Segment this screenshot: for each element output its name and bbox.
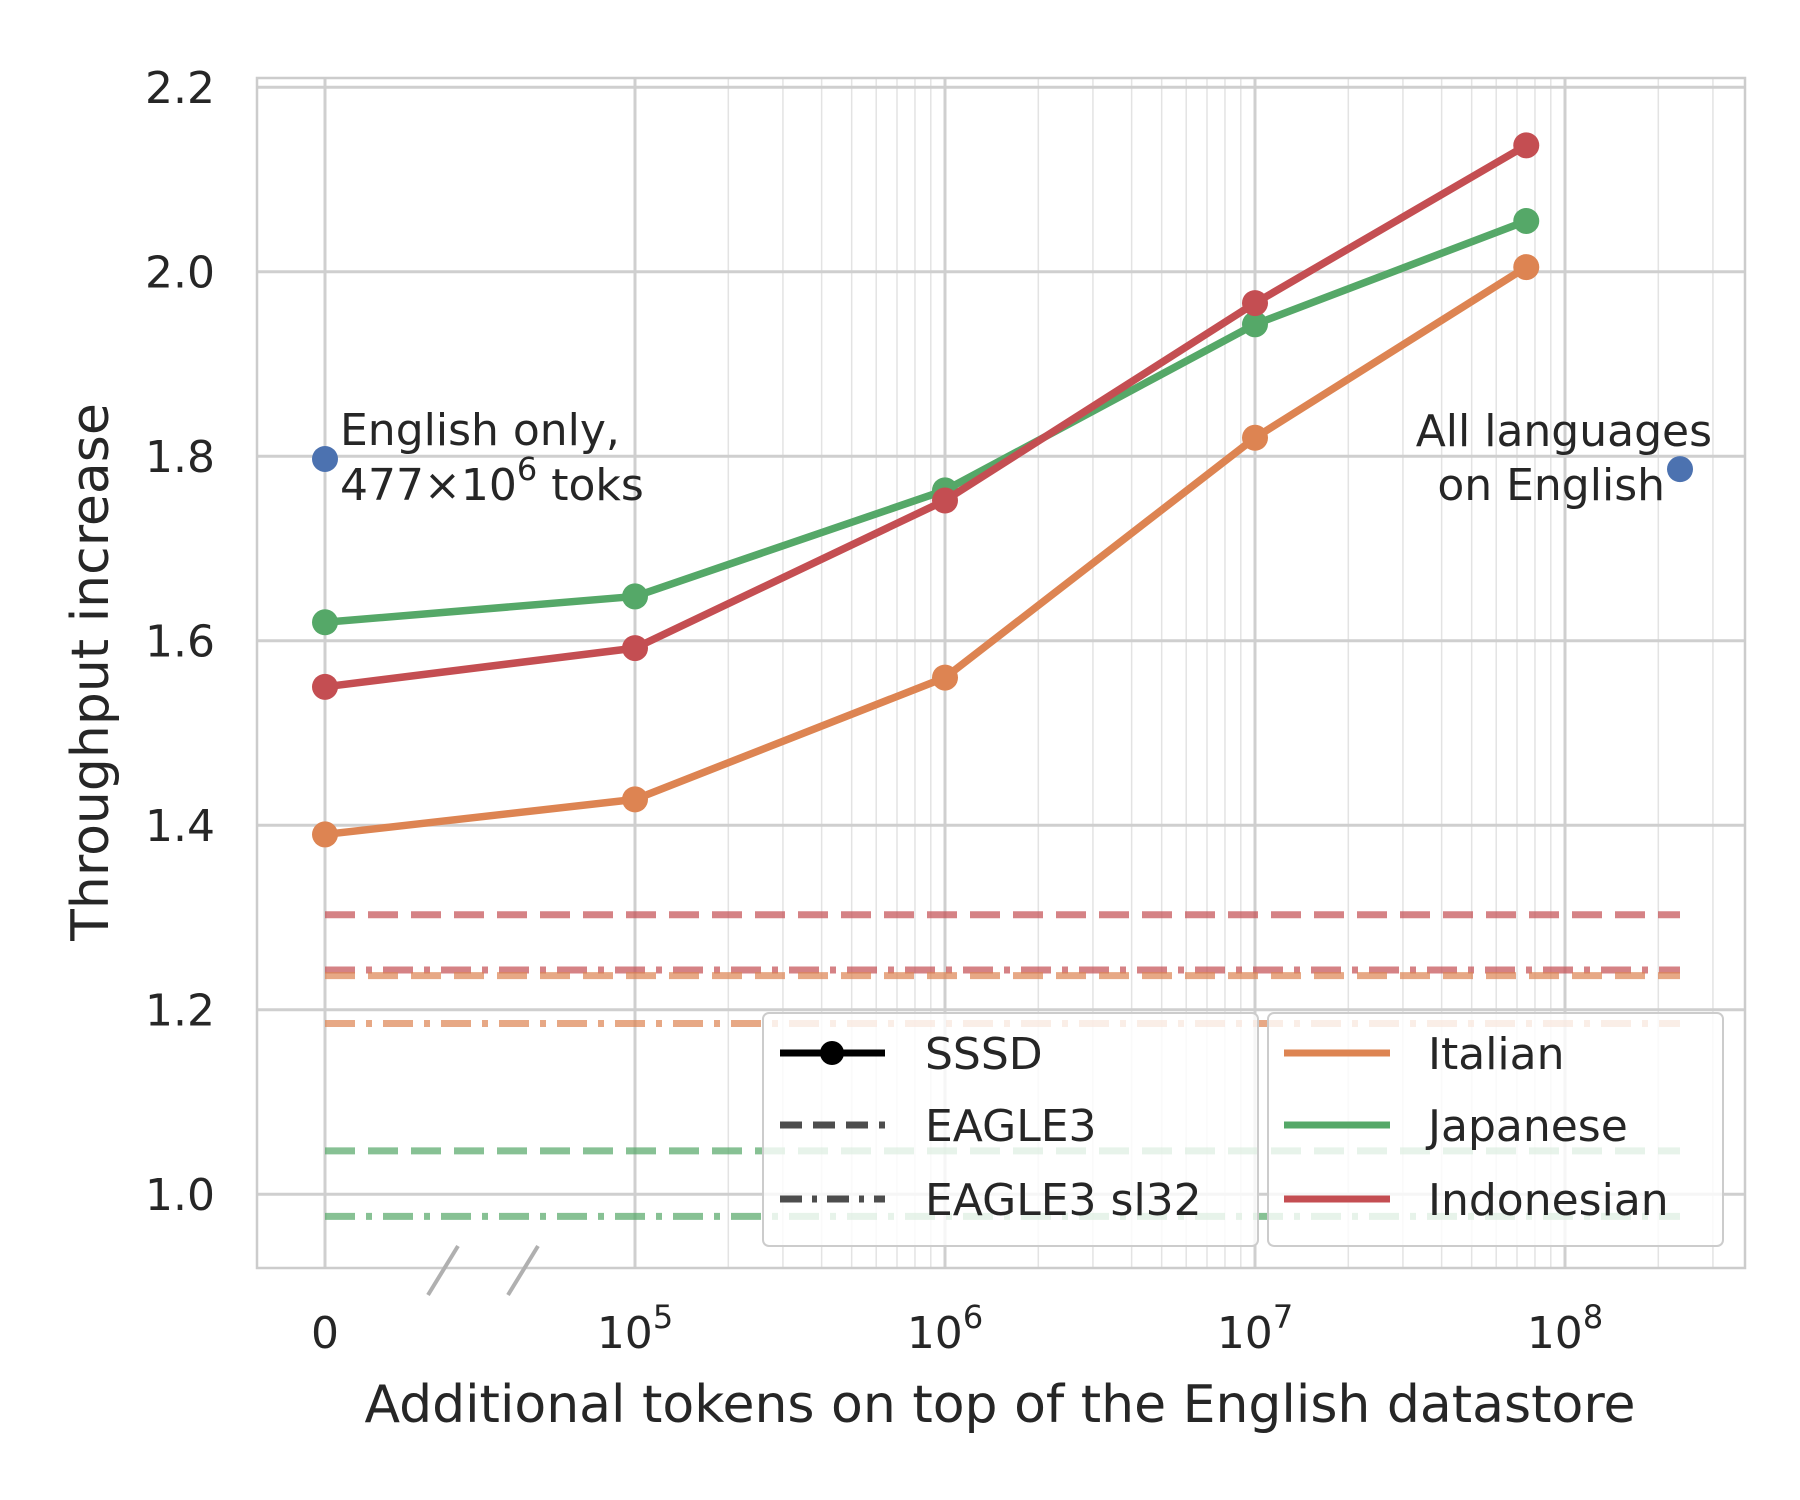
series-point-japanese	[1513, 207, 1540, 234]
series-point-italian	[622, 786, 648, 813]
axis-break-mark	[506, 1244, 540, 1297]
reference-point	[312, 445, 338, 472]
reference-point	[1667, 456, 1693, 483]
annotation-all-languages: on English	[1437, 460, 1665, 511]
x-tick-label: 105	[597, 1298, 673, 1359]
annotation-english-only: 477×106 toks	[340, 450, 644, 511]
y-tick-label: 2.0	[145, 248, 215, 299]
x-tick-label: 106	[907, 1298, 983, 1359]
y-tick-label: 1.2	[145, 986, 215, 1037]
series-point-indonesian	[622, 635, 648, 662]
annotation-english-only: English only,	[340, 405, 620, 456]
reference-points	[312, 445, 1693, 483]
series-point-indonesian	[1513, 132, 1540, 159]
y-tick-label: 1.4	[145, 801, 215, 852]
annotation-all-languages: All languages	[1416, 406, 1712, 457]
axis-break-mark	[426, 1244, 460, 1297]
y-tick-labels: 1.0 1.2 1.4 1.6 1.8 2.0 2.2	[145, 63, 215, 1221]
y-tick-label: 1.0	[145, 1170, 215, 1221]
legend-label-method: EAGLE3	[925, 1101, 1097, 1152]
annotations: English only,477×106 toks All languageson…	[340, 405, 1712, 511]
series-point-japanese	[622, 583, 648, 610]
series-line-italian	[324, 263, 1529, 839]
legend-label-language: Indonesian	[1428, 1175, 1669, 1226]
y-tick-label: 1.6	[145, 617, 215, 668]
series-point-italian	[1242, 424, 1268, 451]
y-tick-label: 1.8	[145, 432, 215, 483]
legend-box-languages	[1267, 1012, 1724, 1247]
plot-frame	[255, 76, 1747, 1270]
x-tick-labels: 0 105 106 107 108	[311, 1298, 1603, 1359]
legend-box-methods	[762, 1012, 1259, 1247]
x-tick-label: 0	[311, 1308, 339, 1359]
legend-label-method: SSSD	[925, 1029, 1043, 1080]
series-point-japanese	[312, 609, 338, 636]
series-point-italian	[932, 664, 958, 691]
legend: SSSD EAGLE3 EAGLE3 sl32 Italian Japanese Indo…	[762, 1012, 1724, 1247]
series-point-japanese	[1242, 311, 1268, 338]
y-tick-label: 2.2	[145, 63, 215, 114]
series-point-italian	[312, 821, 338, 848]
legend-label-method: EAGLE3 sl32	[925, 1175, 1202, 1226]
y-axis-label: Throughput increase	[61, 403, 121, 942]
x-tick-label: 108	[1527, 1298, 1603, 1359]
series-point-indonesian	[312, 673, 338, 700]
legend-label-language: Italian	[1428, 1029, 1565, 1080]
series-point-indonesian	[932, 487, 958, 514]
legend-marker-sssd	[820, 1041, 844, 1065]
legend-label-language: Japanese	[1425, 1101, 1628, 1152]
series-lines	[312, 132, 1540, 848]
series-point-italian	[1513, 254, 1540, 281]
x-axis-label: Additional tokens on top of the English …	[364, 1375, 1635, 1435]
axis-break-marks	[426, 1244, 540, 1297]
series-point-indonesian	[1242, 290, 1268, 317]
x-tick-label: 107	[1217, 1298, 1293, 1359]
